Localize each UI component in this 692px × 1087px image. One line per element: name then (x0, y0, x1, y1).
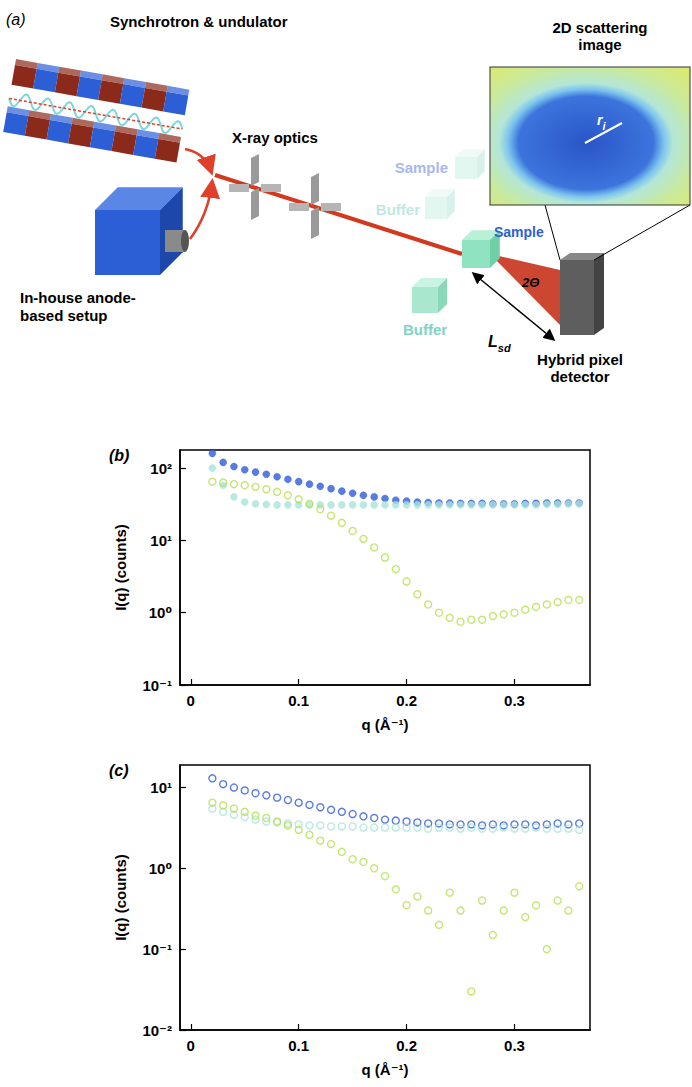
svg-text:image: image (578, 36, 621, 53)
svg-text:0.2: 0.2 (396, 1037, 417, 1054)
svg-text:In-house anode-: In-house anode- (20, 289, 136, 306)
svg-text:Buffer: Buffer (403, 321, 447, 338)
svg-text:(a): (a) (6, 11, 26, 28)
svg-text:Buffer: Buffer (376, 201, 420, 218)
svg-text:q (Å⁻¹): q (Å⁻¹) (361, 716, 408, 733)
svg-text:Synchrotron & undulator: Synchrotron & undulator (110, 13, 288, 30)
svg-text:Sample: Sample (494, 224, 544, 240)
svg-text:0: 0 (187, 1037, 195, 1054)
svg-text:0: 0 (187, 692, 195, 709)
svg-text:10²: 10² (150, 460, 172, 477)
svg-text:10¹: 10¹ (150, 779, 172, 796)
svg-text:10⁻¹: 10⁻¹ (142, 677, 172, 694)
svg-text:detector: detector (550, 368, 609, 385)
svg-text:10⁻¹: 10⁻¹ (142, 941, 172, 958)
svg-text:10⁻²: 10⁻² (142, 1022, 172, 1039)
svg-text:0.3: 0.3 (504, 692, 525, 709)
svg-text:X-ray optics: X-ray optics (232, 129, 318, 146)
svg-text:Sample: Sample (395, 159, 448, 176)
svg-text:(b): (b) (109, 447, 129, 464)
svg-text:10⁰: 10⁰ (149, 604, 172, 621)
svg-text:10¹: 10¹ (150, 532, 172, 549)
svg-text:0.3: 0.3 (504, 1037, 525, 1054)
svg-text:0.1: 0.1 (288, 1037, 309, 1054)
svg-text:10⁰: 10⁰ (149, 860, 172, 877)
svg-text:q (Å⁻¹): q (Å⁻¹) (361, 1061, 408, 1078)
svg-text:Hybrid pixel: Hybrid pixel (537, 351, 623, 368)
svg-text:2Θ: 2Θ (521, 275, 539, 290)
svg-text:(c): (c) (109, 762, 129, 779)
svg-text:based setup: based setup (20, 307, 108, 324)
svg-text:2D scattering: 2D scattering (552, 19, 647, 36)
svg-text:Lsd: Lsd (488, 333, 511, 354)
svg-text:I(q) (counts): I(q) (counts) (112, 524, 129, 611)
svg-text:0.2: 0.2 (396, 692, 417, 709)
svg-text:ri: ri (597, 112, 606, 132)
svg-text:0.1: 0.1 (288, 692, 309, 709)
svg-text:I(q) (counts): I(q) (counts) (112, 854, 129, 941)
